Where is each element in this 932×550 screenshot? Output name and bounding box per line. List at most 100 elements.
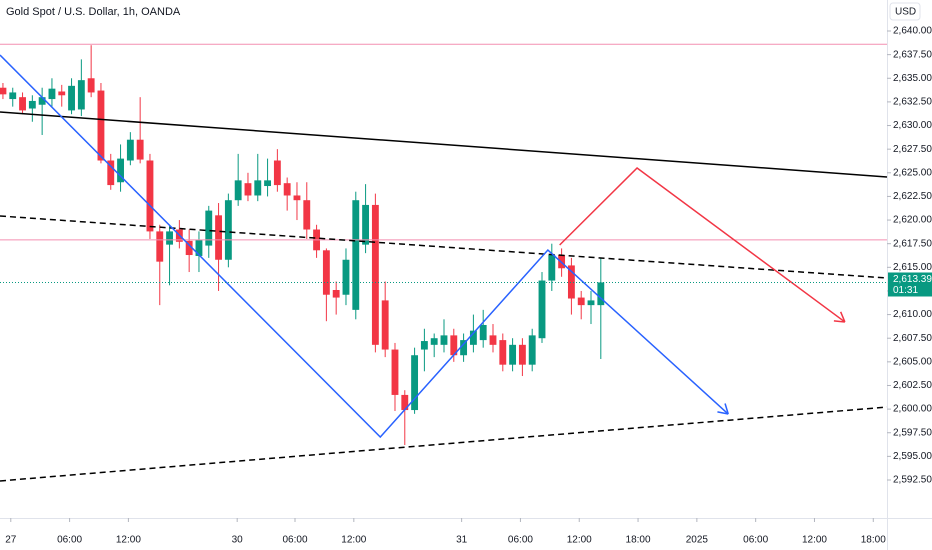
candle-body bbox=[597, 282, 605, 306]
x-tick-label: 06:00 bbox=[57, 535, 82, 546]
last-price-label: 2,613.395 bbox=[893, 274, 932, 285]
candle-body bbox=[205, 210, 213, 246]
y-tick-label: 2,610.000 bbox=[893, 309, 932, 320]
candle-body bbox=[401, 394, 409, 411]
candle-body bbox=[38, 97, 46, 105]
candle-body bbox=[489, 335, 497, 345]
candle-body bbox=[273, 160, 281, 186]
x-tick-label: 2025 bbox=[686, 535, 709, 546]
y-tick-label: 2,600.000 bbox=[893, 404, 932, 415]
candle-body bbox=[9, 92, 17, 100]
candle-body bbox=[107, 160, 115, 186]
x-tick-label: 18:00 bbox=[861, 535, 886, 546]
y-tick-label: 2,632.500 bbox=[893, 97, 932, 108]
candle-body bbox=[28, 100, 36, 109]
candle-body bbox=[371, 204, 379, 345]
candle-body bbox=[126, 139, 134, 161]
candle-body bbox=[509, 344, 517, 365]
x-tick-label: 12:00 bbox=[567, 535, 592, 546]
candle-body bbox=[342, 259, 350, 295]
y-tick-label: 2,622.500 bbox=[893, 191, 932, 202]
x-tick-label: 31 bbox=[456, 535, 468, 546]
y-tick-label: 2,640.000 bbox=[893, 26, 932, 37]
candle-body bbox=[68, 85, 75, 111]
y-tick-label: 2,615.000 bbox=[893, 262, 932, 273]
y-tick-label: 2,602.500 bbox=[893, 380, 932, 391]
x-tick-label: 18:00 bbox=[626, 535, 651, 546]
candle-body bbox=[264, 180, 272, 187]
candle-body bbox=[460, 340, 468, 356]
candle-body bbox=[234, 180, 242, 201]
candle-body bbox=[411, 355, 419, 411]
candle-body bbox=[499, 340, 507, 365]
candle-body bbox=[479, 324, 487, 341]
y-tick-label: 2,597.500 bbox=[893, 427, 932, 438]
candle-body bbox=[0, 87, 7, 95]
x-tick-label: 27 bbox=[5, 535, 17, 546]
candle-body bbox=[430, 338, 438, 345]
x-tick-label: 12:00 bbox=[341, 535, 366, 546]
candle-body bbox=[362, 204, 370, 245]
trend-line bbox=[0, 111, 888, 178]
candle-body bbox=[293, 195, 301, 201]
countdown: 01:31 bbox=[893, 285, 918, 296]
candle-body bbox=[136, 139, 144, 160]
candle-body bbox=[322, 250, 330, 295]
y-tick-label: 2,607.500 bbox=[893, 333, 932, 344]
candle-body bbox=[567, 265, 575, 299]
chart-title: Gold Spot / U.S. Dollar, 1h, OANDA bbox=[6, 6, 181, 18]
candle-body bbox=[215, 215, 222, 260]
y-tick-label: 2,635.000 bbox=[893, 73, 932, 84]
candle-body bbox=[538, 280, 546, 339]
candle-body bbox=[58, 91, 66, 96]
trend-line bbox=[0, 215, 888, 279]
candle-body bbox=[244, 183, 252, 196]
candle-body bbox=[117, 158, 124, 183]
arrow-head bbox=[833, 320, 845, 323]
arrow-head bbox=[724, 403, 729, 415]
candle-body bbox=[254, 180, 262, 196]
candle-body bbox=[195, 239, 203, 256]
currency-box[interactable] bbox=[889, 2, 921, 21]
candle-body bbox=[166, 231, 173, 245]
y-tick-label: 2,627.500 bbox=[893, 144, 932, 155]
currency[interactable]: USD bbox=[895, 7, 916, 18]
candle-body bbox=[185, 240, 193, 256]
arrow-head bbox=[717, 411, 729, 415]
y-tick-label: 2,617.500 bbox=[893, 238, 932, 249]
y-tick-label: 2,630.000 bbox=[893, 120, 932, 131]
last-price-box bbox=[888, 272, 932, 297]
x-tick-label: 12:00 bbox=[802, 535, 827, 546]
y-tick-label: 2,592.500 bbox=[893, 475, 932, 486]
arrow-head bbox=[839, 311, 846, 323]
candle-body bbox=[518, 344, 526, 365]
candle-body bbox=[391, 349, 399, 395]
trend-line bbox=[0, 406, 888, 482]
y-tick-label: 2,637.500 bbox=[893, 49, 932, 60]
candle-body bbox=[87, 78, 95, 93]
candle-body bbox=[97, 90, 105, 161]
candle-body bbox=[224, 200, 232, 260]
candle-body bbox=[303, 200, 311, 230]
y-tick-label: 2,625.000 bbox=[893, 167, 932, 178]
x-tick-label: 06:00 bbox=[508, 535, 533, 546]
candle-body bbox=[469, 330, 477, 345]
candle-body bbox=[440, 335, 448, 345]
candle-body bbox=[48, 88, 56, 100]
candle-body bbox=[332, 290, 340, 298]
y-tick-label: 2,595.000 bbox=[893, 451, 932, 462]
y-tick-label: 2,620.000 bbox=[893, 215, 932, 226]
x-tick-label: 06:00 bbox=[743, 535, 768, 546]
candle-body bbox=[381, 300, 389, 350]
trend-line bbox=[559, 166, 846, 323]
candle-body bbox=[420, 341, 428, 350]
x-tick-label: 12:00 bbox=[116, 535, 141, 546]
y-tick-label: 2,605.000 bbox=[893, 356, 932, 367]
candle-body bbox=[156, 231, 164, 262]
x-tick-label: 06:00 bbox=[282, 535, 307, 546]
candle-body bbox=[450, 335, 458, 356]
candle-body bbox=[528, 335, 536, 365]
trend-line bbox=[0, 54, 729, 439]
candle-body bbox=[587, 300, 595, 306]
